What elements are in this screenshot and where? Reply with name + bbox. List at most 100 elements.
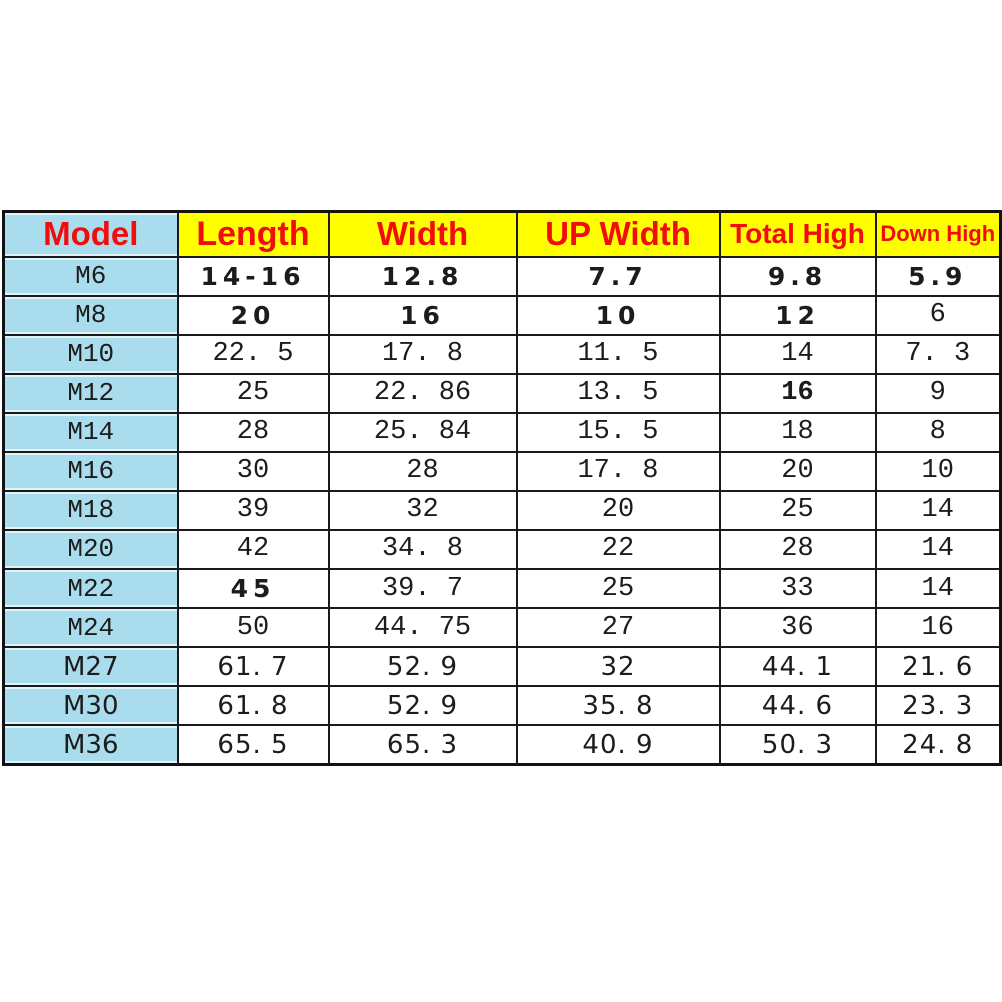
value-cell: 14 [874,489,1002,531]
table-row-m22: M22 45 39. 7 25 33 14 [2,567,1002,610]
value-cell: 20 [718,450,877,492]
table-row-m8: M8 20 16 10 12 6 [2,294,1002,336]
value-cell: 20 [176,294,330,336]
table-row-m36: M36 65. 5 65. 3 40. 9 50. 3 24. 8 [2,724,1002,766]
value-cell: 24. 8 [874,724,1002,766]
value-cell: 33 [718,567,877,610]
value-cell: 12 [718,294,877,336]
value-cell: 61. 8 [176,685,330,727]
value-cell: 16 [327,294,518,336]
model-cell: M16 [2,450,179,492]
table-row-m12: M12 25 22. 86 13. 5 16 9 [2,372,1002,414]
model-cell: M20 [2,528,179,571]
column-header-width: Width [327,210,518,258]
value-cell: 11. 5 [515,333,721,375]
value-cell: 16 [874,607,1002,649]
table-row-m30: M30 61. 8 52. 9 35. 8 44. 6 23. 3 [2,685,1002,727]
value-cell: 13. 5 [515,372,721,414]
model-cell: M8 [2,294,179,336]
model-cell: M24 [2,607,179,649]
value-cell: 65. 5 [176,724,330,766]
value-cell: 35. 8 [515,685,721,727]
model-cell: M14 [2,411,179,453]
value-cell: 17. 8 [327,333,518,375]
model-cell: M27 [2,646,179,688]
column-header-model: Model [2,210,179,258]
value-cell: 50. 3 [718,724,877,766]
value-cell: 16 [718,372,877,414]
model-cell: M10 [2,333,179,375]
value-cell: 10 [515,294,721,336]
value-cell: 61. 7 [176,646,330,688]
value-cell: 65. 3 [327,724,518,766]
value-cell: 21. 6 [874,646,1002,688]
value-cell: 7. 3 [874,333,1002,375]
value-cell: 14 [718,333,877,375]
value-cell: 34. 8 [327,528,518,571]
value-cell: 36 [718,607,877,649]
value-cell: 44. 75 [327,607,518,649]
value-cell: 32 [515,646,721,688]
value-cell: 52. 9 [327,685,518,727]
size-spec-table: Model Length Width UP Width Total High D… [2,210,1002,766]
value-cell: 44. 6 [718,685,877,727]
value-cell: 15. 5 [515,411,721,453]
table-row-m16: M16 30 28 17. 8 20 10 [2,450,1002,492]
model-cell: M12 [2,372,179,414]
value-cell: 22. 5 [176,333,330,375]
value-cell: 25 [718,489,877,531]
table-row-m14: M14 28 25. 84 15. 5 18 8 [2,411,1002,453]
value-cell: 23. 3 [874,685,1002,727]
column-header-down-high: Down High [874,210,1002,258]
value-cell: 17. 8 [515,450,721,492]
value-cell: 28 [718,528,877,571]
value-cell: 18 [718,411,877,453]
column-header-total-high: Total High [718,210,877,258]
column-header-length: Length [176,210,330,258]
value-cell: 9 [874,372,1002,414]
value-cell: 14-16 [176,255,330,297]
value-cell: 8 [874,411,1002,453]
value-cell: 32 [327,489,518,531]
value-cell: 25 [176,372,330,414]
table-row-m24: M24 50 44. 75 27 36 16 [2,607,1002,649]
table-row-m10: M10 22. 5 17. 8 11. 5 14 7. 3 [2,333,1002,375]
model-cell: M30 [2,685,179,727]
model-cell: M22 [2,567,179,610]
value-cell: 25. 84 [327,411,518,453]
value-cell: 10 [874,450,1002,492]
value-cell: 40. 9 [515,724,721,766]
model-cell: M6 [2,255,179,297]
value-cell: 28 [327,450,518,492]
value-cell: 28 [176,411,330,453]
table-row-m6: M6 14-16 12.8 7.7 9.8 5.9 [2,255,1002,297]
value-cell: 27 [515,607,721,649]
header-row: Model Length Width UP Width Total High D… [2,210,1002,258]
value-cell: 42 [176,528,330,571]
value-cell: 52. 9 [327,646,518,688]
model-cell: M18 [2,489,179,531]
value-cell: 39. 7 [327,567,518,610]
table-row-m18: M18 39 32 20 25 14 [2,489,1002,531]
value-cell: 50 [176,607,330,649]
value-cell: 5.9 [874,255,1002,297]
value-cell: 9.8 [718,255,877,297]
value-cell: 20 [515,489,721,531]
value-cell: 25 [515,567,721,610]
value-cell: 39 [176,489,330,531]
column-header-up-width: UP Width [515,210,721,258]
model-cell: M36 [2,724,179,766]
value-cell: 7.7 [515,255,721,297]
value-cell: 14 [874,528,1002,571]
value-cell: 22 [515,528,721,571]
table-row-m27: M27 61. 7 52. 9 32 44. 1 21. 6 [2,646,1002,688]
value-cell: 6 [874,294,1002,336]
value-cell: 14 [874,567,1002,610]
table-row-m20: M20 42 34. 8 22 28 14 [2,528,1002,571]
value-cell: 45 [176,567,330,610]
value-cell: 44. 1 [718,646,877,688]
value-cell: 22. 86 [327,372,518,414]
value-cell: 30 [176,450,330,492]
value-cell: 12.8 [327,255,518,297]
